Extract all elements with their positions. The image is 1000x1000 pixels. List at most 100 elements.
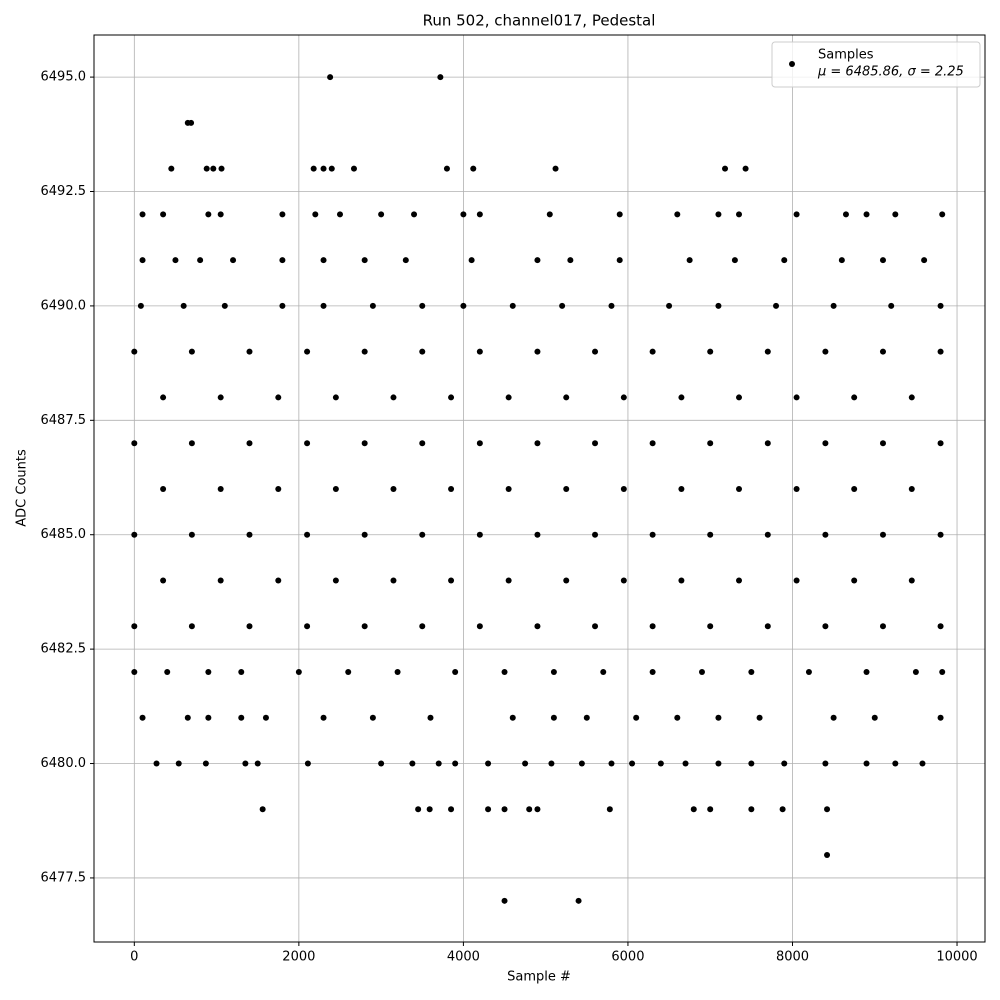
data-point — [608, 302, 615, 309]
y-tick-label: 6485.0 — [41, 527, 87, 542]
data-point — [888, 302, 895, 309]
data-point — [567, 257, 574, 264]
data-point — [217, 577, 224, 584]
data-point — [764, 531, 771, 538]
data-point — [657, 760, 664, 767]
x-tick-label: 10000 — [936, 950, 977, 965]
data-point — [793, 577, 800, 584]
y-axis-label: ADC Counts — [15, 449, 30, 527]
data-point — [563, 394, 570, 401]
data-point — [939, 669, 946, 676]
data-point — [526, 806, 533, 813]
data-point — [851, 394, 858, 401]
data-point — [419, 440, 426, 447]
data-point — [476, 211, 483, 218]
data-point — [394, 669, 401, 676]
data-point — [153, 760, 160, 767]
data-point — [452, 669, 459, 676]
data-point — [361, 440, 368, 447]
data-point — [937, 440, 944, 447]
data-point — [332, 394, 339, 401]
data-point — [863, 760, 870, 767]
data-point — [698, 669, 705, 676]
data-point — [707, 806, 714, 813]
data-point — [908, 485, 915, 492]
data-point — [822, 440, 829, 447]
data-point — [748, 669, 755, 676]
data-point — [552, 165, 559, 172]
data-point — [437, 74, 444, 81]
data-point — [879, 257, 886, 264]
data-point — [678, 485, 685, 492]
data-point — [563, 485, 570, 492]
x-axis-label: Sample # — [507, 970, 571, 985]
data-point — [419, 531, 426, 538]
data-point — [411, 211, 418, 218]
data-point — [312, 211, 319, 218]
data-point — [838, 257, 845, 264]
data-point — [548, 760, 555, 767]
data-point — [822, 348, 829, 355]
data-point — [505, 577, 512, 584]
data-point — [419, 348, 426, 355]
data-point — [390, 394, 397, 401]
data-point — [304, 760, 311, 767]
data-point — [448, 394, 455, 401]
data-point — [629, 760, 636, 767]
data-point — [435, 760, 442, 767]
data-point — [160, 485, 167, 492]
data-point — [217, 485, 224, 492]
data-point — [188, 440, 195, 447]
data-point — [218, 165, 225, 172]
data-point — [534, 623, 541, 630]
data-point — [361, 531, 368, 538]
data-point — [184, 714, 191, 721]
data-point — [793, 485, 800, 492]
data-point — [242, 760, 249, 767]
data-point — [275, 485, 282, 492]
data-point — [919, 760, 926, 767]
data-point — [534, 806, 541, 813]
data-point — [715, 714, 722, 721]
data-point — [332, 485, 339, 492]
data-point — [485, 760, 492, 767]
data-point — [736, 394, 743, 401]
data-point — [304, 531, 311, 538]
data-point — [937, 531, 944, 538]
data-point — [534, 531, 541, 538]
data-point — [275, 577, 282, 584]
data-point — [674, 714, 681, 721]
data-point — [592, 440, 599, 447]
data-point — [686, 257, 693, 264]
data-point — [550, 714, 557, 721]
data-point — [336, 211, 343, 218]
y-tick-label: 6495.0 — [41, 70, 87, 85]
data-point — [320, 302, 327, 309]
data-point — [202, 760, 209, 767]
data-point — [616, 211, 623, 218]
data-point — [756, 714, 763, 721]
data-point — [188, 531, 195, 538]
data-point — [131, 440, 138, 447]
data-point — [649, 440, 656, 447]
data-point — [937, 348, 944, 355]
data-point — [470, 165, 477, 172]
data-point — [476, 440, 483, 447]
data-point — [736, 211, 743, 218]
data-point — [690, 806, 697, 813]
data-point — [131, 348, 138, 355]
data-point — [620, 485, 627, 492]
data-point — [620, 577, 627, 584]
data-point — [633, 714, 640, 721]
data-point — [448, 577, 455, 584]
data-point — [139, 211, 146, 218]
data-point — [131, 623, 138, 630]
data-point — [879, 531, 886, 538]
data-point — [781, 760, 788, 767]
data-point — [279, 302, 286, 309]
data-point — [332, 577, 339, 584]
data-point — [822, 760, 829, 767]
data-point — [649, 531, 656, 538]
data-point — [892, 760, 899, 767]
